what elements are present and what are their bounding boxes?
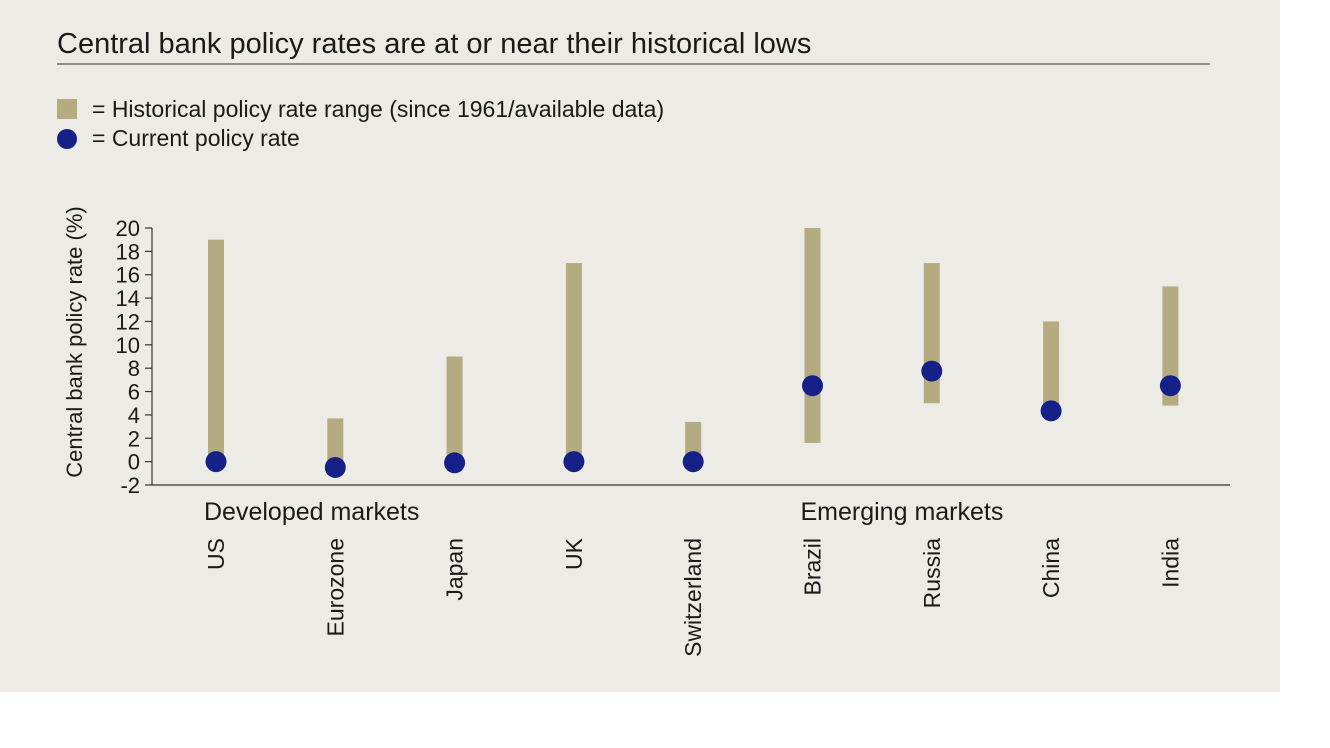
- current-rate-dots: [205, 360, 1181, 478]
- chart-title: Central bank policy rates are at or near…: [57, 28, 811, 60]
- x-label-japan: Japan: [442, 538, 468, 601]
- range-bar-india: [1162, 286, 1179, 406]
- y-tick-label: -2: [120, 473, 140, 498]
- range-bar-switzerland: [685, 421, 702, 462]
- group-label-developed: Developed markets: [204, 498, 419, 526]
- legend-current-label: = Current policy rate: [92, 125, 300, 151]
- current-rate-dot-russia: [921, 360, 943, 382]
- range-bars: [208, 228, 1179, 462]
- group-labels: Developed markets Emerging markets: [204, 498, 1003, 526]
- y-tick-label: 18: [116, 239, 140, 264]
- current-rate-dot-japan: [444, 452, 466, 474]
- range-bar-us: [208, 239, 224, 462]
- current-rate-dot-eurozone: [324, 456, 346, 478]
- range-bar-brazil: [804, 228, 821, 443]
- x-label-us: US: [203, 538, 229, 570]
- x-label-switzerland: Switzerland: [680, 538, 706, 657]
- current-rate-dot-us: [205, 451, 227, 473]
- x-axis-labels: US Eurozone Japan UK Switzerland Brazil Russia…: [203, 537, 1183, 657]
- x-label-china: China: [1038, 538, 1064, 598]
- y-tick-label: 20: [116, 216, 140, 241]
- range-bar-russia: [923, 263, 940, 404]
- y-tick-label: 10: [116, 333, 140, 358]
- x-label-russia: Russia: [919, 538, 945, 609]
- y-tick-label: 14: [116, 286, 140, 311]
- range-bar-uk: [565, 263, 582, 462]
- y-tick-label: 12: [116, 309, 140, 334]
- y-axis-label: Central bank policy rate (%): [62, 206, 87, 477]
- x-label-eurozone: Eurozone: [322, 538, 348, 636]
- y-tick-label: 6: [128, 380, 140, 405]
- legend-range-swatch: [57, 99, 77, 119]
- x-label-brazil: Brazil: [800, 538, 826, 596]
- x-label-india: India: [1157, 538, 1183, 588]
- current-rate-dot-brazil: [802, 375, 823, 397]
- y-tick-label: 8: [128, 356, 140, 381]
- current-rate-dot-switzerland: [682, 451, 704, 473]
- range-bar-eurozone: [327, 418, 344, 462]
- y-tick-label: 4: [128, 403, 140, 428]
- legend-range-label: = Historical policy rate range (since 19…: [92, 96, 664, 122]
- range-bar-china: [1043, 321, 1060, 412]
- legend-current-swatch: [57, 129, 77, 149]
- x-label-uk: UK: [561, 537, 587, 570]
- group-label-emerging: Emerging markets: [801, 498, 1004, 526]
- y-tick-label: 2: [128, 426, 140, 451]
- current-rate-dot-india: [1159, 375, 1181, 397]
- y-tick-label: 16: [116, 263, 140, 288]
- current-rate-dot-uk: [563, 451, 585, 473]
- y-tick-label: 0: [128, 450, 140, 475]
- range-bar-japan: [446, 356, 463, 462]
- current-rate-dot-china: [1040, 400, 1062, 422]
